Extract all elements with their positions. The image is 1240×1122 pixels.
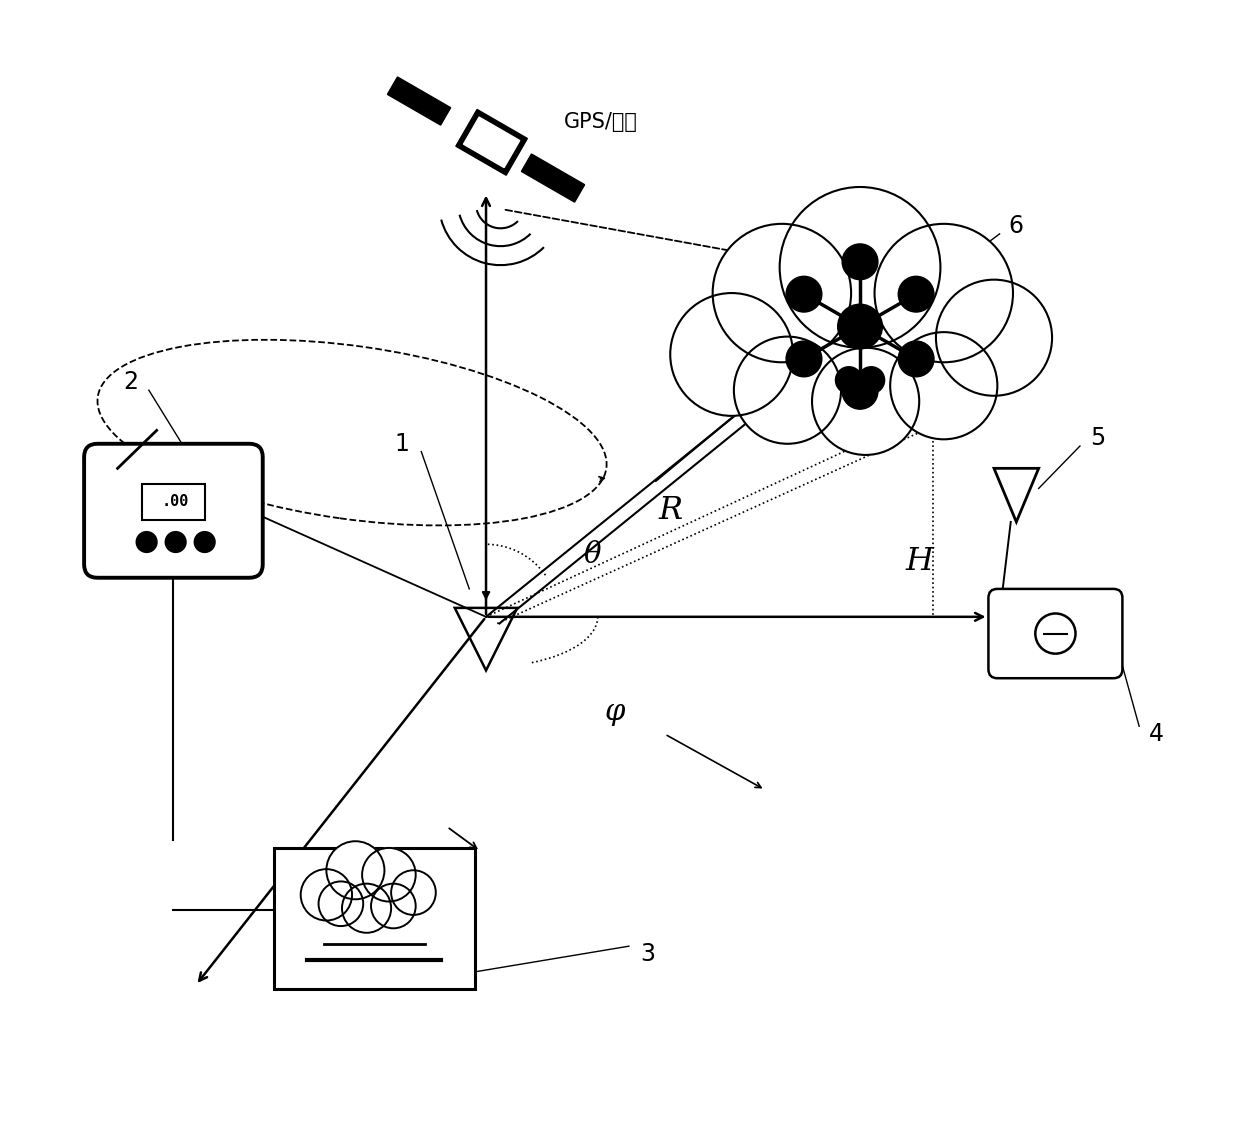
Circle shape <box>786 341 822 377</box>
Circle shape <box>371 884 415 928</box>
Polygon shape <box>521 154 584 202</box>
Circle shape <box>300 870 352 920</box>
Circle shape <box>319 882 363 926</box>
Text: 2: 2 <box>124 370 139 394</box>
Text: H: H <box>905 545 934 577</box>
Circle shape <box>136 532 156 552</box>
Polygon shape <box>387 77 450 125</box>
Bar <box>274 848 475 988</box>
Bar <box>143 484 205 519</box>
Circle shape <box>362 848 415 901</box>
Polygon shape <box>464 117 520 167</box>
Polygon shape <box>456 110 527 175</box>
Circle shape <box>898 276 934 312</box>
Circle shape <box>842 243 878 279</box>
Circle shape <box>780 187 940 348</box>
Circle shape <box>671 293 794 416</box>
Circle shape <box>326 842 384 899</box>
Circle shape <box>391 871 435 914</box>
Text: R: R <box>658 495 682 526</box>
Circle shape <box>890 332 997 440</box>
FancyBboxPatch shape <box>84 444 263 578</box>
Circle shape <box>838 304 883 349</box>
Text: GPS/北斗: GPS/北斗 <box>564 112 639 132</box>
Text: .00: .00 <box>162 495 190 509</box>
Text: 3: 3 <box>640 942 656 966</box>
Circle shape <box>858 367 884 394</box>
Circle shape <box>836 367 862 394</box>
Text: 5: 5 <box>1090 426 1106 450</box>
Circle shape <box>812 348 919 454</box>
Circle shape <box>786 276 822 312</box>
Circle shape <box>342 884 391 932</box>
Circle shape <box>936 279 1052 396</box>
Text: φ: φ <box>604 698 625 726</box>
Text: 6: 6 <box>1009 214 1024 238</box>
Circle shape <box>713 223 851 362</box>
FancyBboxPatch shape <box>988 589 1122 678</box>
Circle shape <box>734 337 841 444</box>
Text: 1: 1 <box>394 432 409 456</box>
Text: 4: 4 <box>1148 723 1163 746</box>
Circle shape <box>166 532 186 552</box>
Circle shape <box>898 341 934 377</box>
Text: θ: θ <box>583 542 601 570</box>
Circle shape <box>842 374 878 410</box>
Circle shape <box>195 532 215 552</box>
Circle shape <box>874 223 1013 362</box>
